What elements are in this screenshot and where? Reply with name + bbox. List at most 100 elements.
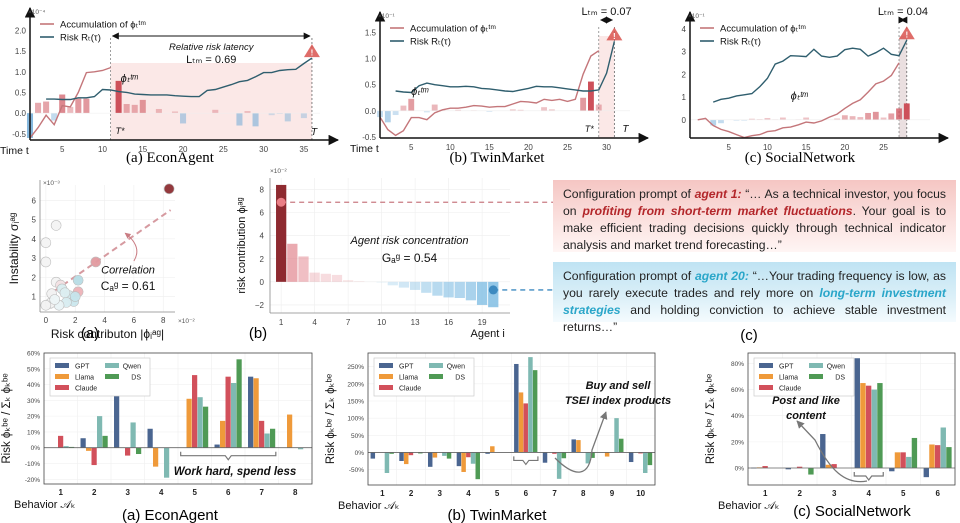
bar-gpt xyxy=(370,452,376,459)
agent-bar xyxy=(343,280,354,282)
y-tick-label: −2 xyxy=(255,301,265,310)
bar-claude xyxy=(900,452,906,469)
phi-bar xyxy=(896,108,902,120)
scale-label: ×10⁻² xyxy=(270,168,287,175)
bar-llama xyxy=(86,447,92,451)
scatter-point xyxy=(72,274,84,286)
bar-ds xyxy=(135,447,142,455)
x-tick-label: 10 xyxy=(763,143,772,152)
x-tick-label: 10 xyxy=(636,489,645,498)
series-line-accumulation xyxy=(697,62,900,139)
config-prompt-agent-20: Configuration prompt of agent 20: “…Your… xyxy=(553,262,956,334)
t-end-label: T xyxy=(622,124,629,135)
x-tick-label: 4 xyxy=(466,489,471,498)
phi-bar xyxy=(400,105,407,111)
bar-claude xyxy=(831,464,837,469)
phi-bar xyxy=(408,98,415,111)
phi-bar xyxy=(35,102,42,114)
bar-gpt xyxy=(542,452,548,463)
bar-llama xyxy=(220,420,226,448)
legend-label-qwen: Qwen xyxy=(827,364,845,371)
x-tick-label: 30 xyxy=(259,145,268,154)
bar-ds xyxy=(475,452,480,480)
config-prompt-agent-1: Configuration prompt of agent 1: “… As a… xyxy=(553,180,956,252)
x-tick-label: 3 xyxy=(126,488,131,497)
legend-swatch-ds xyxy=(105,374,119,379)
x-tick-label: 0 xyxy=(44,316,49,325)
legend-swatch-llama xyxy=(379,374,393,379)
x-tick-label: 16 xyxy=(444,318,453,327)
bar-qwen xyxy=(614,418,619,453)
agent-bar xyxy=(376,281,387,283)
x-tick-label: 35 xyxy=(299,145,308,154)
x-tick-label: 15 xyxy=(802,143,811,152)
agent-bar xyxy=(432,281,443,296)
bar-qwen xyxy=(230,382,237,448)
concentration-label: Agent risk concentration xyxy=(350,235,469,247)
bar-qwen xyxy=(470,452,476,464)
y-tick-label: 0.5 xyxy=(15,88,27,97)
y-tick-label: 40% xyxy=(27,382,40,389)
x-tick-label: 13 xyxy=(411,318,420,327)
legend-label-risk: Risk Rₜ(τ) xyxy=(410,37,451,48)
x-tick-label: 25 xyxy=(879,143,888,152)
bar-ds xyxy=(808,468,814,475)
latency-value: Lₜₘ = 0.69 xyxy=(186,54,236,66)
scatter-point xyxy=(40,299,52,311)
bar-ds xyxy=(877,383,883,469)
y-tick-label: 0% xyxy=(31,445,41,452)
bar-qwen xyxy=(871,389,877,469)
legend-label-risk: Risk Rₜ(τ) xyxy=(60,33,101,44)
x-tick-label: 15 xyxy=(485,143,494,152)
bar-gpt xyxy=(820,434,826,469)
bar-qwen xyxy=(130,422,136,448)
x-tick-label: 10 xyxy=(98,145,107,154)
bar-llama xyxy=(576,440,581,453)
bar-gpt xyxy=(889,468,895,472)
bar-claude xyxy=(796,466,803,469)
bar-ds xyxy=(561,452,567,459)
bar-llama xyxy=(894,452,901,469)
bar-gpt xyxy=(214,444,220,448)
legend-swatch-llama xyxy=(55,374,69,379)
agent-bar xyxy=(421,281,432,293)
y-tick-label: 0.0 xyxy=(365,107,377,116)
legend-swatch-claude xyxy=(759,385,773,390)
bar-claude xyxy=(523,403,528,453)
behavior-chart-twinmarket: -50% 0% 50% 100% 150% 200% 250% 1 2 3 4 5 6 7 8 9 10 GPT L… xyxy=(325,352,671,512)
caption-mid-b: (b) xyxy=(249,325,267,342)
legend-label-gpt: GPT xyxy=(75,364,90,371)
bar-llama xyxy=(153,447,159,467)
bar-qwen xyxy=(63,446,69,448)
bar-ds xyxy=(418,452,423,454)
agent-bar xyxy=(454,281,465,298)
legend-swatch-gpt xyxy=(379,363,393,368)
plot-frame xyxy=(43,352,313,485)
y-tick-label: 150% xyxy=(347,399,364,406)
y-tick-label: 2 xyxy=(260,255,265,264)
y-tick-label: -50% xyxy=(349,467,364,474)
phi-bar xyxy=(59,94,66,114)
x-tick-label: 3 xyxy=(438,489,443,498)
phi-bar xyxy=(284,113,291,122)
time-chart-econagent: 5 10 15 20 25 30 35 -0.5 0.0 0.5 1.0 1.5 2.0 ×10⁻⁴ Tim… xyxy=(0,6,340,157)
correlation-label: Correlation xyxy=(101,265,155,277)
phi-bar xyxy=(749,118,755,120)
bar-ds xyxy=(236,359,242,448)
bar-gpt xyxy=(248,376,254,448)
x-tick-label: 4 xyxy=(102,316,107,325)
legend-swatch-qwen xyxy=(809,363,823,368)
y-tick-label: 1.0 xyxy=(365,55,377,64)
phi-bar xyxy=(268,113,275,116)
legend-label-qwen: Qwen xyxy=(447,364,465,371)
x-tick-label: 6 xyxy=(936,489,941,498)
x-tick-label: 5 xyxy=(495,489,500,498)
legend-label-llama: Llama xyxy=(399,375,418,382)
bar-qwen xyxy=(556,452,562,479)
config-text: and holding conviction to achieve stable… xyxy=(563,303,946,334)
x-tick-label: 25 xyxy=(563,143,572,152)
phi-bar xyxy=(880,117,887,120)
y-tick-label: 3 xyxy=(32,254,37,263)
bar-llama xyxy=(604,452,610,457)
